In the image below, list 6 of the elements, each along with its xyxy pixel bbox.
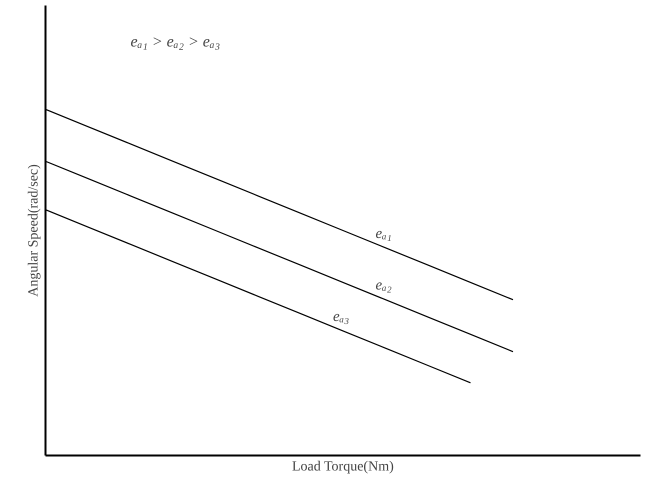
series-label: eₐ₂ bbox=[376, 278, 392, 294]
series-label: eₐ₃ bbox=[333, 308, 350, 325]
x-axis-title: Load Torque(Nm) bbox=[292, 460, 394, 474]
series-label: eₐ₁ bbox=[376, 226, 392, 242]
text: eₐ₁ > eₐ₂ > eₐ₃ bbox=[130, 34, 220, 50]
y-axis-title: Angular Speed(rad/sec) bbox=[26, 164, 42, 297]
